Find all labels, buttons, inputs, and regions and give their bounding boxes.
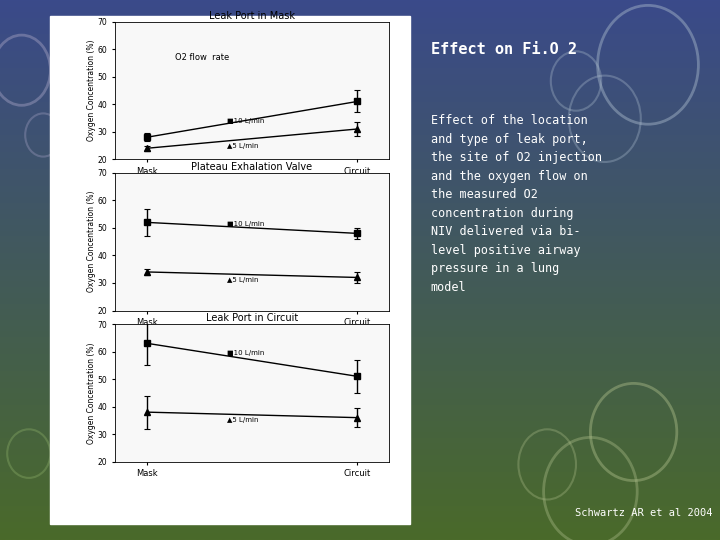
Text: ▲5 L/min: ▲5 L/min (227, 144, 258, 150)
Text: ▲5 L/min: ▲5 L/min (227, 417, 258, 423)
Y-axis label: Oxygen Concentration (%): Oxygen Concentration (%) (87, 40, 96, 141)
Title: Plateau Exhalation Valve: Plateau Exhalation Valve (192, 162, 312, 172)
Text: O2 flow  rate: O2 flow rate (176, 53, 230, 62)
Text: Effect on Fi.O 2: Effect on Fi.O 2 (431, 42, 577, 57)
X-axis label: Site of O2 Injection: Site of O2 Injection (212, 177, 292, 186)
Text: Effect of the location
and type of leak port,
the site of O2 injection
and the o: Effect of the location and type of leak … (431, 114, 601, 294)
Text: ■10 L/min: ■10 L/min (227, 118, 264, 124)
Text: Schwartz AR et al 2004: Schwartz AR et al 2004 (575, 508, 713, 518)
Y-axis label: Oxygen Concentration (%): Oxygen Concentration (%) (87, 191, 96, 292)
Text: ▲5 L/min: ▲5 L/min (227, 276, 258, 282)
Title: Leak Port in Mask: Leak Port in Mask (209, 11, 295, 21)
Y-axis label: Oxygen Concentration (%): Oxygen Concentration (%) (87, 342, 96, 443)
Title: Leak Port in Circuit: Leak Port in Circuit (206, 313, 298, 323)
Text: ■10 L/min: ■10 L/min (227, 350, 264, 356)
Text: ■10 L/min: ■10 L/min (227, 221, 264, 227)
